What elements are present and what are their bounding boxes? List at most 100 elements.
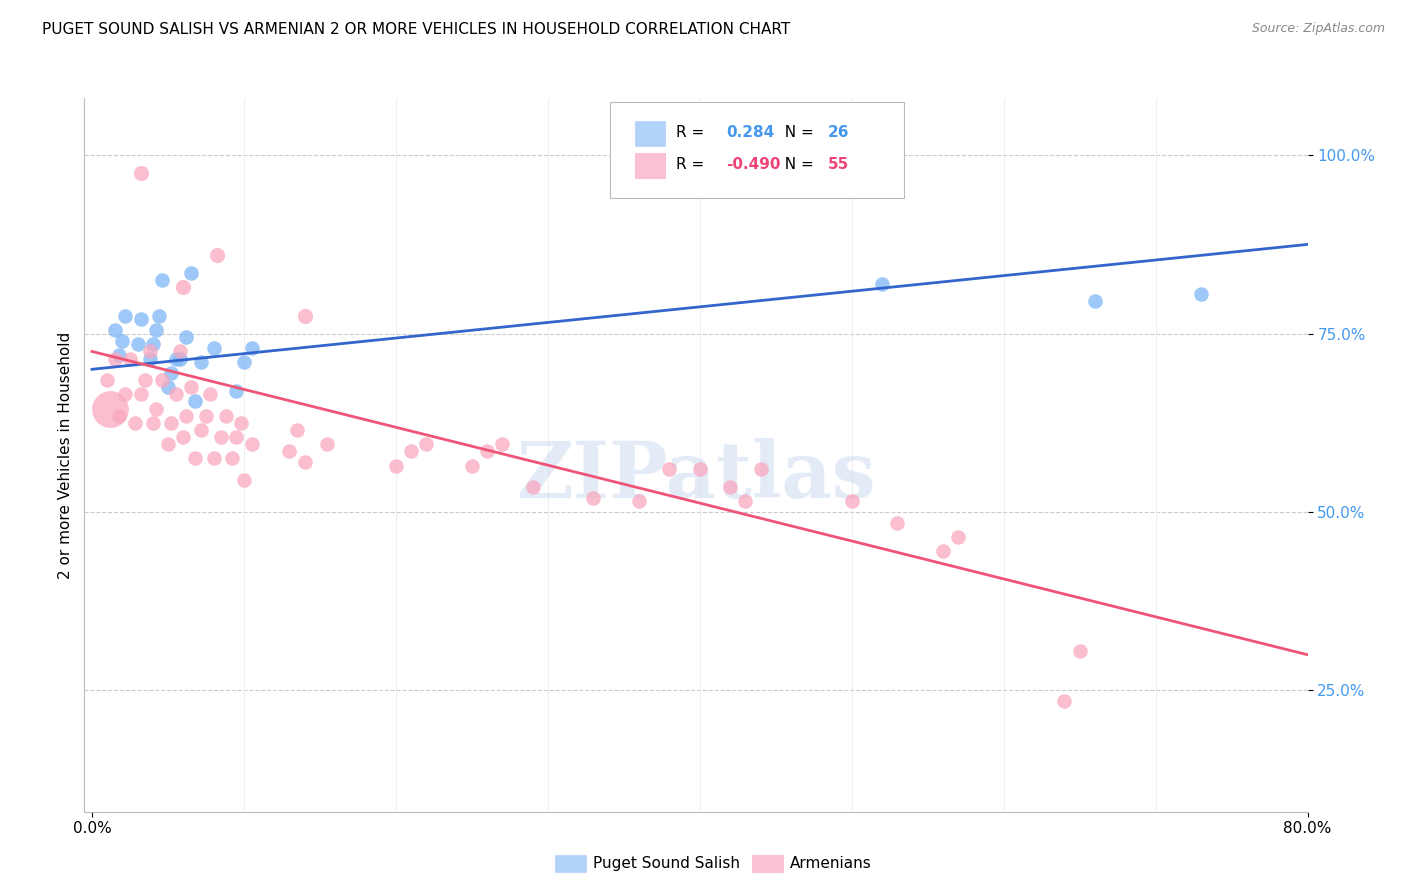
Point [582, 491, 605, 505]
Point [399, 444, 422, 458]
Point [278, 444, 301, 458]
Point [98, 401, 121, 416]
Point [129, 387, 152, 401]
Point [148, 309, 170, 323]
Point [111, 334, 134, 348]
Text: ZIPatlas: ZIPatlas [516, 438, 876, 515]
Point [142, 337, 165, 351]
Point [165, 387, 187, 401]
Text: 55: 55 [828, 157, 849, 172]
Text: PUGET SOUND SALISH VS ARMENIAN 2 OR MORE VEHICLES IN HOUSEHOLD CORRELATION CHART: PUGET SOUND SALISH VS ARMENIAN 2 OR MORE… [42, 22, 790, 37]
Point [134, 373, 156, 387]
Point [172, 280, 194, 294]
Point [145, 323, 167, 337]
Point [138, 344, 160, 359]
Text: Puget Sound Salish: Puget Sound Salish [593, 856, 741, 871]
Point [108, 348, 131, 362]
Point [221, 451, 243, 466]
Point [209, 430, 232, 444]
Point [294, 455, 316, 469]
Text: 0.284: 0.284 [727, 125, 775, 140]
Point [316, 437, 339, 451]
Point [104, 323, 127, 337]
Point [240, 437, 263, 451]
Text: Source: ZipAtlas.com: Source: ZipAtlas.com [1251, 22, 1385, 36]
Point [225, 384, 247, 398]
Point [172, 430, 194, 444]
Point [108, 409, 131, 423]
Point [174, 409, 197, 423]
Point [202, 451, 225, 466]
Point [180, 380, 202, 394]
Point [232, 355, 254, 369]
Point [205, 248, 228, 262]
Point [129, 312, 152, 326]
Point [150, 373, 173, 387]
Point [658, 462, 681, 476]
Point [689, 462, 711, 476]
Point [415, 437, 437, 451]
Point [160, 366, 183, 380]
Point [169, 351, 191, 366]
Point [150, 273, 173, 287]
Point [145, 401, 167, 416]
Point [1069, 644, 1091, 658]
Point [734, 494, 756, 508]
Point [225, 430, 247, 444]
Point [160, 416, 183, 430]
Text: -0.490: -0.490 [727, 157, 782, 172]
Point [1053, 694, 1076, 708]
Point [96, 373, 118, 387]
FancyBboxPatch shape [636, 121, 665, 146]
Point [180, 266, 202, 280]
Point [184, 451, 207, 466]
Text: 26: 26 [828, 125, 849, 140]
Point [114, 309, 136, 323]
Point [190, 423, 212, 437]
Text: N =: N = [776, 157, 820, 172]
Point [169, 344, 191, 359]
Point [522, 480, 544, 494]
Point [1084, 294, 1107, 309]
Point [138, 351, 160, 366]
Point [461, 458, 484, 473]
Point [142, 416, 165, 430]
Point [946, 530, 969, 544]
FancyBboxPatch shape [636, 153, 665, 178]
Point [285, 423, 308, 437]
Point [385, 458, 408, 473]
Point [870, 277, 893, 291]
Point [156, 380, 179, 394]
Point [240, 341, 263, 355]
Point [627, 494, 650, 508]
Point [749, 462, 772, 476]
Point [114, 387, 136, 401]
Point [229, 416, 252, 430]
Point [165, 351, 187, 366]
Point [491, 437, 513, 451]
Point [232, 473, 254, 487]
Point [1189, 287, 1212, 301]
Point [475, 444, 498, 458]
Point [118, 351, 141, 366]
Point [190, 355, 212, 369]
Point [932, 544, 955, 558]
Text: R =: R = [676, 157, 710, 172]
Text: Armenians: Armenians [790, 856, 872, 871]
Point [184, 394, 207, 409]
Point [129, 166, 152, 180]
Y-axis label: 2 or more Vehicles in Household: 2 or more Vehicles in Household [58, 331, 73, 579]
Point [127, 337, 149, 351]
Point [202, 341, 225, 355]
Point [215, 409, 238, 423]
Point [841, 494, 863, 508]
Text: N =: N = [776, 125, 820, 140]
Point [174, 330, 197, 344]
Point [718, 480, 741, 494]
Point [294, 309, 316, 323]
Point [104, 351, 127, 366]
Text: R =: R = [676, 125, 714, 140]
Point [124, 416, 146, 430]
FancyBboxPatch shape [610, 102, 904, 198]
Point [156, 437, 179, 451]
